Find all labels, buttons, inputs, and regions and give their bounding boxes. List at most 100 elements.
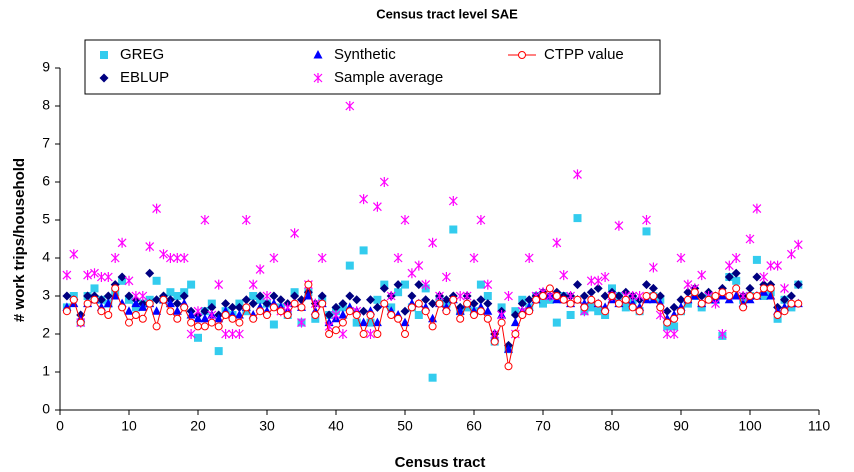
diamond-marker <box>745 283 755 293</box>
circle-marker <box>752 292 761 300</box>
x-tick-label: 90 <box>673 418 689 434</box>
circle-marker <box>476 307 485 316</box>
triangle-marker <box>193 313 203 323</box>
circle-marker <box>352 311 361 319</box>
diamond-marker <box>290 291 300 301</box>
x-tick-label: 50 <box>397 418 413 434</box>
asterisk-marker <box>441 272 451 282</box>
diamond-marker <box>269 291 279 301</box>
asterisk-marker <box>62 270 72 281</box>
circle-marker <box>249 314 258 323</box>
circle-marker <box>62 307 71 316</box>
asterisk-marker <box>228 329 237 339</box>
circle-marker <box>449 295 458 304</box>
y-tick-label: 3 <box>42 287 50 303</box>
circle-marker <box>511 330 520 338</box>
circle-marker <box>670 314 679 323</box>
asterisk-marker <box>310 298 320 309</box>
square-marker <box>759 292 768 300</box>
asterisk-marker <box>124 275 134 286</box>
asterisk-marker <box>683 279 693 290</box>
circle-marker <box>159 295 168 304</box>
x-tick-label: 110 <box>808 418 831 434</box>
circle-marker <box>580 303 589 312</box>
circle-marker <box>587 295 596 304</box>
square-marker <box>552 318 561 327</box>
circle-marker <box>152 322 161 331</box>
asterisk-marker <box>628 291 638 301</box>
diamond-marker <box>510 310 520 320</box>
y-tick-label: 6 <box>42 173 50 189</box>
asterisk-marker <box>483 279 493 290</box>
triangle-marker <box>200 313 210 323</box>
triangle-marker <box>186 310 196 319</box>
circle-marker <box>366 311 375 319</box>
diamond-marker <box>352 295 362 305</box>
asterisk-marker <box>648 262 658 273</box>
circle-marker <box>256 307 265 316</box>
circle-marker <box>690 288 699 297</box>
circle-marker <box>345 307 354 316</box>
asterisk-marker <box>179 253 189 263</box>
diamond-marker <box>372 302 382 312</box>
circle-marker <box>414 299 423 308</box>
asterisk-marker <box>172 253 182 263</box>
asterisk-marker <box>586 275 596 286</box>
asterisk-marker <box>662 329 672 339</box>
circle-marker <box>539 292 547 300</box>
asterisk-marker <box>642 215 651 225</box>
circle-marker <box>338 318 347 327</box>
square-marker <box>187 280 196 289</box>
asterisk-marker <box>345 101 355 111</box>
circle-marker <box>421 307 430 316</box>
square-marker <box>566 311 575 319</box>
square-marker <box>131 303 140 312</box>
asterisk-marker <box>379 177 389 187</box>
asterisk-marker <box>338 329 348 339</box>
diamond-marker <box>241 295 251 305</box>
asterisk-marker <box>759 272 769 282</box>
triangle-marker <box>359 317 369 327</box>
asterisk-marker <box>421 279 431 290</box>
x-tick-label: 60 <box>466 418 482 434</box>
asterisk-marker <box>786 249 796 260</box>
circle-marker <box>428 322 437 331</box>
diamond-marker <box>428 299 438 309</box>
circle-marker <box>594 299 603 308</box>
diamond-marker <box>724 272 734 282</box>
circle-marker <box>194 322 202 331</box>
square-marker <box>152 276 161 285</box>
square-marker <box>249 292 258 300</box>
circle-marker <box>297 303 306 312</box>
asterisk-marker <box>497 310 507 320</box>
circle-marker <box>373 330 382 338</box>
asterisk-marker <box>573 169 582 180</box>
asterisk-marker <box>83 270 93 281</box>
asterisk-marker <box>407 268 417 279</box>
square-marker <box>414 311 423 319</box>
square-marker <box>394 288 403 297</box>
asterisk-marker <box>559 270 569 281</box>
asterisk-marker <box>214 279 224 290</box>
asterisk-marker <box>366 329 375 339</box>
square-marker <box>449 225 458 234</box>
asterisk-marker <box>234 329 244 339</box>
diamond-marker <box>573 280 582 290</box>
circle-marker <box>663 318 672 327</box>
asterisk-marker <box>504 291 513 301</box>
circle-marker <box>711 292 720 300</box>
y-tick-label: 9 <box>42 59 50 75</box>
circle-marker <box>97 307 106 316</box>
circle-marker <box>656 303 665 312</box>
circle-marker <box>566 299 575 308</box>
diamond-marker <box>317 291 327 301</box>
y-axis-label: # work trips/household <box>11 158 28 322</box>
circle-marker <box>407 303 416 312</box>
diamond-marker <box>483 299 493 309</box>
chart-title: Census tract level SAE <box>376 6 518 21</box>
asterisk-marker <box>476 215 486 225</box>
circle-marker <box>90 295 99 304</box>
x-tick-label: 70 <box>535 418 551 434</box>
square-marker <box>670 322 679 331</box>
circle-marker <box>200 322 209 331</box>
